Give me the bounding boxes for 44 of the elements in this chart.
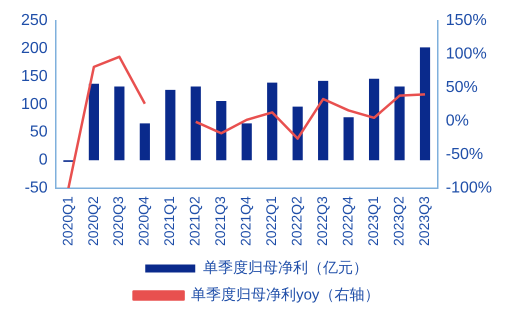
- y-tick-label: -50: [24, 180, 48, 197]
- bar: [88, 84, 99, 160]
- x-tick-label: 2021Q2: [186, 196, 203, 246]
- x-tick-label: 2021Q3: [212, 196, 228, 246]
- x-tick-label: 2020Q1: [59, 196, 76, 246]
- bar: [394, 86, 405, 160]
- bar: [344, 117, 354, 160]
- x-tick-label: 2023Q3: [416, 196, 432, 246]
- bar: [242, 123, 252, 160]
- y2-tick-label: -100%: [446, 180, 492, 197]
- y2-tick-label: 0%: [446, 112, 469, 130]
- y-tick-label: 250: [20, 12, 48, 30]
- x-tick-label: 2023Q2: [390, 196, 406, 246]
- x-tick-label: 2022Q2: [288, 196, 305, 246]
- bar: [190, 86, 201, 160]
- bar: [165, 90, 176, 160]
- legend-label: 单季度归母净利yoy（右轴）: [191, 286, 380, 304]
- y-tick-label: 150: [20, 68, 48, 85]
- bar: [114, 86, 124, 160]
- x-tick-label: 2021Q4: [238, 196, 254, 246]
- x-tick-label: 2020Q4: [136, 196, 152, 246]
- x-tick-label: 2022Q4: [339, 196, 356, 246]
- y2-tick-label: -50%: [446, 146, 484, 164]
- y-tick-label: 0: [38, 152, 48, 169]
- bar: [368, 78, 380, 160]
- x-tick-label: 2022Q3: [314, 196, 330, 246]
- bar: [140, 123, 150, 160]
- bar: [267, 82, 278, 160]
- y2-tick-label: 100%: [446, 46, 487, 63]
- x-tick-label: 2023Q1: [364, 196, 381, 246]
- x-tick-label: 2022Q1: [263, 196, 280, 246]
- y-tick-label: 100: [20, 96, 48, 113]
- x-tick-label: 2020Q3: [110, 196, 126, 246]
- y2-tick-label: 50%: [446, 79, 478, 96]
- bar: [420, 47, 430, 160]
- bar: [318, 80, 328, 160]
- bar: [216, 101, 226, 160]
- y-tick-label: 200: [20, 40, 48, 57]
- x-tick-label: 2021Q1: [161, 196, 178, 246]
- x-tick-label: 2020Q2: [84, 196, 101, 246]
- y2-tick-label: 150%: [446, 12, 487, 30]
- y-tick-label: 50: [30, 124, 48, 141]
- bar: [292, 106, 303, 160]
- legend-label: 单季度归母净利（亿元）: [202, 260, 368, 277]
